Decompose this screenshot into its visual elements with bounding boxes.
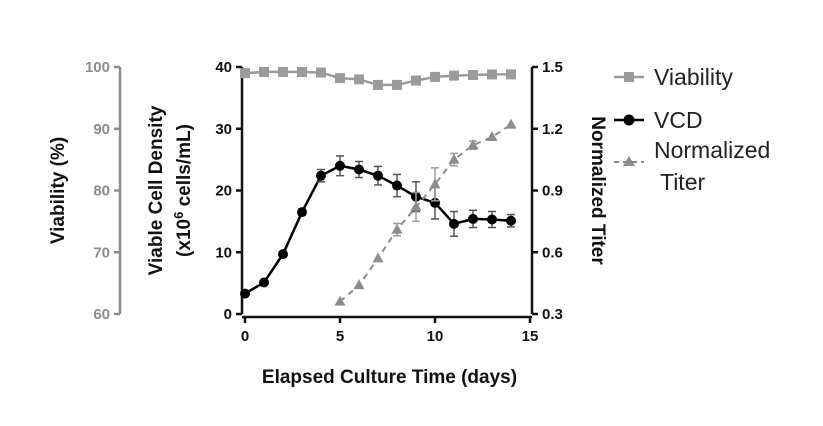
data-point-circle: [297, 207, 307, 218]
legend-viability-text: Viability: [654, 64, 733, 90]
data-point-triangle: [448, 153, 460, 164]
data-point-square: [506, 69, 516, 80]
data-point-circle: [259, 277, 269, 288]
data-point-circle: [240, 288, 250, 299]
data-point-square: [297, 66, 307, 77]
vcd-label-prefix: (x10: [174, 219, 195, 257]
legend-titer-text-line1: Normalized: [654, 137, 770, 163]
data-point-triangle: [410, 200, 422, 211]
data-point-square: [240, 68, 250, 79]
data-point-triangle: [429, 178, 441, 189]
vcd-tick-label: 10: [215, 244, 232, 261]
data-point-circle: [449, 218, 459, 229]
titer-axis-label: Normalized Titer: [587, 116, 608, 265]
legend-square-icon: [624, 72, 634, 82]
data-point-square: [487, 69, 497, 80]
legend-item-vcd: VCD: [614, 107, 703, 133]
titer-tick-label: 0.3: [542, 306, 563, 323]
vcd-axis-label-line1: Viable Cell Density: [146, 105, 167, 275]
vcd-tick-label: 0: [224, 306, 232, 323]
ticks-group: 60 70 80 90 100 0 10 20 30 40 0.3 0.6 0.9 1.2 1.5 0 5 10 1…: [85, 59, 563, 345]
data-point-triangle: [505, 118, 517, 129]
data-point-circle: [392, 180, 402, 191]
data-point-circle: [335, 160, 345, 171]
data-point-square: [392, 79, 402, 90]
data-point-square: [468, 70, 478, 81]
data-point-square: [449, 70, 459, 81]
data-point-square: [354, 74, 364, 85]
data-point-square: [411, 75, 421, 86]
data-point-triangle: [334, 295, 346, 306]
x-tick-label: 10: [427, 328, 444, 345]
data-point-circle: [487, 214, 497, 225]
legend-vcd-text: VCD: [654, 107, 703, 133]
data-point-square: [259, 66, 269, 77]
data-point-circle: [506, 215, 516, 226]
series-1: [240, 155, 516, 299]
data-point-circle: [468, 213, 478, 224]
data-point-triangle: [353, 279, 365, 290]
titer-tick-label: 0.9: [542, 183, 563, 200]
x-tick-label: 0: [241, 328, 249, 345]
x-axis-label: Elapsed Culture Time (days): [262, 367, 517, 388]
legend: Viability VCD Normalized Titer: [614, 64, 770, 195]
titer-tick-label: 0.6: [542, 244, 563, 261]
viability-tick-label: 100: [85, 59, 110, 76]
data-point-circle: [316, 170, 326, 181]
data-point-circle: [354, 164, 364, 175]
vcd-axis-label-line2: (x106 cells/mL): [171, 124, 195, 257]
data-point-square: [278, 66, 288, 77]
legend-triangle-icon: [623, 156, 635, 166]
vcd-tick-label: 40: [215, 59, 232, 76]
legend-item-viability: Viability: [614, 64, 733, 90]
x-tick-label: 5: [336, 328, 344, 345]
data-point-square: [430, 71, 440, 82]
vcd-tick-label: 20: [215, 183, 232, 200]
viability-axis-label: Viability (%): [48, 137, 69, 244]
x-tick-label: 15: [522, 328, 539, 345]
data-point-triangle: [372, 252, 384, 263]
legend-titer-text-line2: Titer: [660, 169, 705, 195]
data-point-circle: [373, 170, 383, 181]
data-point-square: [316, 67, 326, 78]
legend-item-titer: Normalized Titer: [614, 137, 770, 195]
data-point-circle: [278, 249, 288, 260]
titer-tick-label: 1.2: [542, 121, 563, 138]
series-group: [240, 66, 517, 306]
series-line: [339, 123, 512, 303]
data-point-square: [335, 73, 345, 84]
viability-tick-label: 70: [93, 244, 110, 261]
series-0: [240, 66, 516, 90]
viability-tick-label: 80: [93, 183, 110, 200]
data-point-triangle: [486, 130, 498, 141]
series-2: [334, 118, 517, 306]
titer-tick-label: 1.5: [542, 59, 563, 76]
viability-tick-label: 90: [93, 121, 110, 138]
data-point-triangle: [391, 223, 403, 234]
data-point-square: [373, 79, 383, 90]
viability-tick-label: 60: [93, 306, 110, 323]
data-point-triangle: [467, 139, 479, 150]
vcd-label-suffix: cells/mL): [174, 124, 195, 212]
vcd-tick-label: 30: [215, 121, 232, 138]
legend-circle-icon: [623, 114, 635, 126]
vcd-label-superscript: 6: [171, 212, 186, 219]
